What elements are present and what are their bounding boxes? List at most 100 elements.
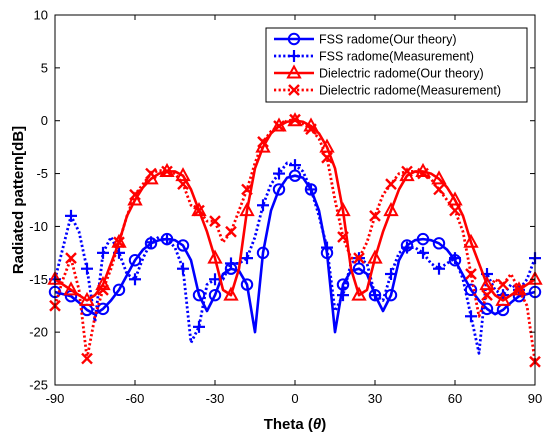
data-point-circle <box>272 183 286 196</box>
data-point-plus <box>145 236 157 249</box>
plot-frame <box>54 14 536 386</box>
data-point-plus <box>225 257 237 270</box>
data-point-plus <box>321 241 333 254</box>
legend-item: FSS radome(Our theory) <box>274 33 457 47</box>
data-point-triangle <box>286 64 302 79</box>
data-point-triangle <box>191 201 207 217</box>
legend-label: Dielectric radome(Our theory) <box>319 67 484 81</box>
data-point-x <box>81 352 93 365</box>
x-tick-label: 30 <box>368 391 382 406</box>
data-point-circle <box>192 288 206 302</box>
legend-box <box>265 27 528 103</box>
data-point-x <box>353 252 365 264</box>
data-point-x <box>497 278 509 291</box>
data-point-x <box>257 136 269 148</box>
data-point-triangle <box>79 291 95 306</box>
data-point-x <box>161 165 173 178</box>
legend-label: FSS radome(Our theory) <box>319 33 457 47</box>
data-point-x <box>241 183 253 196</box>
y-tick-label: 5 <box>41 60 48 75</box>
data-point-plus <box>401 241 413 254</box>
data-point-plus <box>417 246 429 259</box>
data-point-circle <box>287 32 301 46</box>
data-point-x <box>401 165 413 178</box>
data-point-plus <box>65 209 77 222</box>
data-point-plus <box>305 183 317 196</box>
data-point-triangle <box>175 167 191 182</box>
y-tick-label: 0 <box>41 113 48 128</box>
data-point-circle <box>208 288 222 302</box>
legend-item: Dielectric radome(Our theory) <box>274 64 484 81</box>
x-tick-label: -90 <box>46 391 65 406</box>
data-point-plus <box>433 262 445 275</box>
data-point-triangle <box>63 281 79 296</box>
data-point-plus <box>193 320 205 333</box>
data-point-circle <box>176 239 190 252</box>
data-point-plus <box>129 273 141 286</box>
data-point-x <box>273 120 285 132</box>
data-point-triangle <box>495 291 511 306</box>
data-point-triangle <box>431 170 447 185</box>
data-point-triangle <box>479 275 495 291</box>
data-point-x <box>65 252 77 264</box>
data-point-triangle <box>223 286 239 301</box>
data-point-plus <box>177 262 189 275</box>
data-point-triangle <box>207 249 223 264</box>
data-point-x <box>305 123 317 136</box>
data-point-triangle <box>159 162 175 177</box>
x-tick-label: 0 <box>291 391 298 406</box>
data-point-x <box>289 113 301 126</box>
x-axis-label-symbol: θ <box>313 416 322 433</box>
x-axis-label: Theta (θ) <box>264 416 327 433</box>
data-point-triangle <box>511 281 527 296</box>
data-point-circle <box>256 246 270 260</box>
legend-item: Dielectric radome(Measurement) <box>274 84 501 98</box>
x-axis-label-close: ) <box>321 416 326 433</box>
data-point-triangle <box>367 249 383 264</box>
data-point-triangle <box>463 233 479 248</box>
y-tick-label: -10 <box>29 219 48 234</box>
data-point-circle <box>480 302 494 316</box>
data-point-x <box>193 204 205 217</box>
data-point-plus <box>465 310 477 323</box>
series-4 <box>49 113 541 368</box>
y-axis-label: Radiated pattern[dB] <box>10 126 27 274</box>
x-tick-label: 60 <box>448 391 462 406</box>
data-point-triangle <box>383 201 399 217</box>
series-markers <box>47 112 543 306</box>
data-point-plus <box>289 159 301 172</box>
legend-label: Dielectric radome(Measurement) <box>319 84 501 98</box>
data-point-x <box>288 84 300 96</box>
data-point-plus <box>337 289 349 302</box>
axes-layer: -90 -60 -30 0 30 60 90 10 5 0 -5 -10 -15 -20 -25 <box>29 8 542 407</box>
data-point-x <box>369 210 381 222</box>
data-point-plus <box>273 167 285 180</box>
data-point-plus <box>161 233 173 246</box>
y-tick-label: -25 <box>29 378 48 393</box>
data-point-x <box>97 284 109 296</box>
y-tick-label: 10 <box>34 8 48 23</box>
data-point-x <box>513 284 525 296</box>
series-layer <box>47 112 543 368</box>
data-point-plus <box>81 262 93 275</box>
data-point-triangle <box>447 191 463 206</box>
data-point-x <box>321 151 333 164</box>
y-tick-label: -20 <box>29 325 48 340</box>
data-point-x <box>337 231 349 243</box>
y-tick-label: -15 <box>29 272 48 287</box>
data-point-triangle <box>335 201 351 217</box>
data-point-plus <box>257 199 269 212</box>
data-point-x <box>145 167 157 180</box>
data-point-x <box>129 188 141 201</box>
x-tick-label: -60 <box>126 391 145 406</box>
legend-item: FSS radome(Measurement) <box>274 50 474 64</box>
data-point-x <box>225 225 237 238</box>
x-tick-label: 90 <box>528 391 542 406</box>
x-tick-label: -30 <box>206 391 225 406</box>
data-point-x <box>113 236 125 249</box>
data-point-x <box>465 268 477 280</box>
data-point-triangle <box>287 112 303 127</box>
data-point-circle <box>112 283 126 297</box>
data-point-triangle <box>239 201 255 217</box>
